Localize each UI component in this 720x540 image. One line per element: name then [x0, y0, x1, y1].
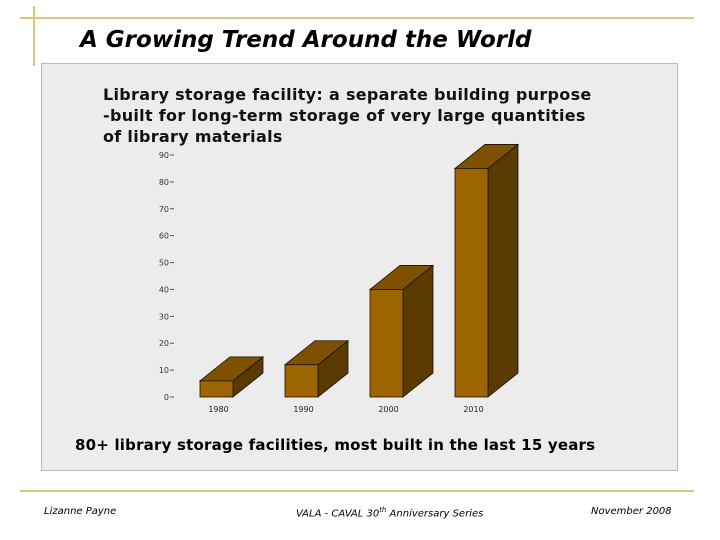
bar-front [454, 168, 489, 398]
content-panel [41, 63, 678, 471]
x-tick-label: 2010 [463, 405, 483, 414]
y-tick-label: 10 [159, 366, 169, 375]
bar-front [369, 289, 404, 398]
y-tick-label: 0 [164, 393, 169, 402]
bar-1990 [283, 339, 350, 398]
definition-line-1: Library storage facility: a separate bui… [103, 85, 592, 104]
bar-1980 [198, 356, 265, 398]
footer-series-sup: th [379, 506, 387, 514]
bar-front [199, 380, 234, 398]
x-tick-label: 1980 [208, 405, 228, 414]
y-tick-label: 20 [159, 339, 169, 348]
definition-text: Library storage facility: a separate bui… [103, 84, 663, 147]
bar-front [284, 364, 319, 398]
y-tick-label: 60 [159, 232, 169, 241]
y-tick-label: 90 [159, 151, 169, 160]
y-axis: 0 10 20 30 40 50 60 70 80 90 [159, 151, 174, 402]
bar-2000 [368, 264, 435, 398]
bottom-rule [20, 490, 694, 492]
bars [198, 143, 520, 398]
x-tick-label: 2000 [378, 405, 398, 414]
top-rule [20, 17, 694, 19]
y-tick-label: 40 [159, 285, 169, 294]
bar-2010 [453, 143, 520, 398]
footer-series-text: VALA - CAVAL 30 [296, 508, 380, 520]
y-tick-label: 30 [159, 312, 169, 321]
footer-series: VALA - CAVAL 30th Anniversary Series [296, 506, 483, 519]
footer-author: Lizanne Payne [44, 506, 117, 517]
x-axis: 1980 1990 2000 2010 [208, 405, 483, 414]
footer-series-suffix: Anniversary Series [386, 508, 484, 520]
chart-caption: 80+ library storage facilities, most bui… [75, 436, 596, 454]
x-tick-label: 1990 [293, 405, 313, 414]
definition-line-2: -built for long-term storage of very lar… [103, 106, 586, 125]
y-tick-label: 50 [159, 259, 169, 268]
bar-side [487, 143, 519, 398]
footer-date: November 2008 [591, 506, 672, 517]
y-tick-label: 80 [159, 178, 169, 187]
left-rule [33, 6, 35, 66]
definition-line-3: of library materials [103, 127, 283, 146]
y-tick-label: 70 [159, 205, 169, 214]
slide-title: A Growing Trend Around the World [80, 27, 532, 53]
